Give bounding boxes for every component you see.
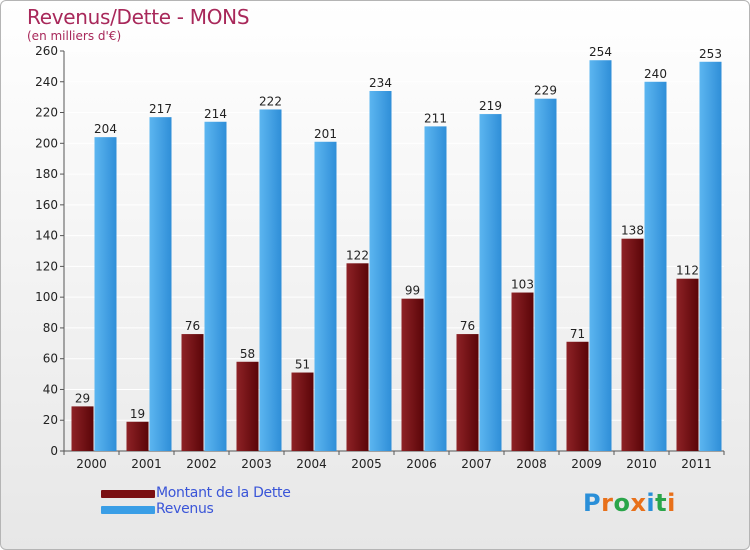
proxiti-logo[interactable]: Proxiti <box>583 489 676 517</box>
data-label-revenus: 219 <box>479 99 502 113</box>
bar-revenus <box>149 117 172 452</box>
bar-revenus <box>369 91 392 451</box>
bar-revenus <box>314 141 337 451</box>
bar-dette <box>621 238 644 451</box>
bar-dette <box>181 334 204 451</box>
bar-revenus <box>534 98 557 451</box>
logo-letter: x <box>630 489 647 517</box>
legend-label-revenus: Revenus <box>156 501 214 517</box>
x-tick-label: 2011 <box>681 457 712 471</box>
bar-dette <box>126 421 149 451</box>
legend-label-dette: Montant de la Dette <box>156 485 291 501</box>
data-label-dette: 76 <box>185 319 200 333</box>
data-label-dette: 99 <box>405 284 420 298</box>
data-label-revenus: 204 <box>94 122 117 136</box>
data-label-revenus: 214 <box>204 107 227 121</box>
y-tick-label: 180 <box>35 167 58 181</box>
y-tick-label: 20 <box>43 413 58 427</box>
data-label-dette: 58 <box>240 347 255 361</box>
bar-revenus <box>644 81 667 452</box>
y-tick-label: 0 <box>50 444 58 458</box>
data-label-dette: 51 <box>295 358 310 372</box>
bar-dette <box>566 341 589 451</box>
x-tick-label: 2006 <box>406 457 437 471</box>
x-tick-label: 2004 <box>296 457 327 471</box>
x-tick-label: 2002 <box>186 457 217 471</box>
bar-dette <box>346 263 369 451</box>
chart-title: Revenus/Dette - MONS <box>27 5 250 29</box>
x-tick-label: 2000 <box>76 457 107 471</box>
y-tick-label: 240 <box>35 75 58 89</box>
bar-dette <box>71 406 94 451</box>
data-label-dette: 19 <box>130 407 145 421</box>
y-tick-label: 260 <box>35 44 58 58</box>
data-label-dette: 29 <box>75 391 90 405</box>
data-label-revenus: 253 <box>699 47 722 61</box>
x-tick-label: 2010 <box>626 457 657 471</box>
y-tick-label: 120 <box>35 259 58 273</box>
bar-dette <box>291 372 314 451</box>
y-tick-label: 200 <box>35 136 58 150</box>
bar-revenus <box>424 126 447 451</box>
y-tick-label: 100 <box>35 290 58 304</box>
y-tick-label: 220 <box>35 106 58 120</box>
bar-dette <box>401 298 424 451</box>
data-label-dette: 112 <box>676 264 699 278</box>
bar-revenus <box>479 114 502 452</box>
logo-letter: P <box>583 489 602 517</box>
bar-dette <box>456 334 479 451</box>
x-tick-label: 2005 <box>351 457 382 471</box>
y-tick-label: 140 <box>35 229 58 243</box>
legend-swatch-revenus <box>101 506 155 514</box>
data-label-dette: 138 <box>621 224 644 238</box>
y-tick-label: 60 <box>43 352 58 366</box>
logo-letter: r <box>601 489 614 517</box>
x-tick-label: 2008 <box>516 457 547 471</box>
bar-revenus <box>589 60 612 451</box>
data-label-revenus: 254 <box>589 45 612 59</box>
bar-dette <box>676 278 699 451</box>
chart-subtitle: (en milliers d'€) <box>27 29 122 43</box>
data-label-revenus: 222 <box>259 94 282 108</box>
data-label-dette: 71 <box>570 327 585 341</box>
bar-revenus <box>94 137 117 451</box>
bar-dette <box>236 361 259 451</box>
data-label-revenus: 229 <box>534 84 557 98</box>
legend-swatch-dette <box>101 490 155 498</box>
x-tick-label: 2001 <box>131 457 162 471</box>
data-label-dette: 103 <box>511 278 534 292</box>
y-tick-label: 40 <box>43 382 58 396</box>
data-label-revenus: 240 <box>644 67 667 81</box>
x-tick-label: 2007 <box>461 457 492 471</box>
data-label-revenus: 234 <box>369 76 392 90</box>
x-tick-label: 2003 <box>241 457 272 471</box>
bar-revenus <box>204 121 227 452</box>
logo-letter: i <box>646 489 656 517</box>
logo-letter: t <box>655 489 668 517</box>
data-label-revenus: 201 <box>314 127 337 141</box>
data-label-revenus: 217 <box>149 102 172 116</box>
logo-letter: o <box>613 489 631 517</box>
logo-letter: i <box>667 489 676 517</box>
data-label-dette: 122 <box>346 248 369 262</box>
x-tick-label: 2009 <box>571 457 602 471</box>
bar-dette <box>511 292 534 451</box>
y-tick-label: 80 <box>43 321 58 335</box>
data-label-dette: 76 <box>460 319 475 333</box>
bar-revenus <box>699 61 722 452</box>
bar-revenus <box>259 109 282 451</box>
y-tick-label: 160 <box>35 198 58 212</box>
data-label-revenus: 211 <box>424 111 447 125</box>
